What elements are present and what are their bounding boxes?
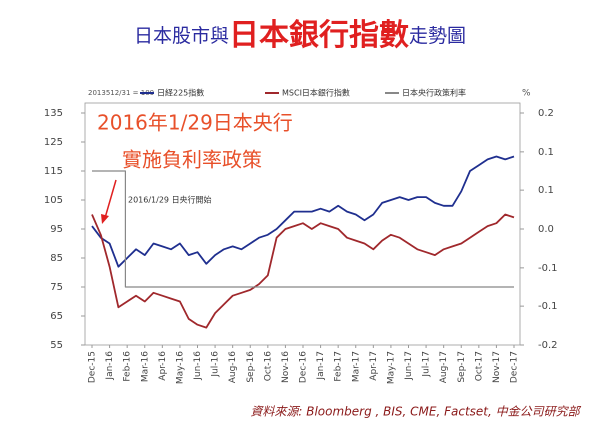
title-part: 日本股市與 [134, 25, 229, 47]
title-part: 走勢圖 [409, 25, 466, 47]
y2-tick-label: -0.2 [538, 340, 558, 351]
y-tick-label: 125 [44, 137, 63, 148]
y-tick-label: 85 [50, 253, 63, 264]
legend-label: 日経225指數 [157, 88, 204, 98]
series-line [91, 213, 515, 329]
x-tick-label: Aug-17 [439, 351, 449, 383]
y2-tick-label: 0.1 [538, 147, 554, 158]
x-tick-label: Dec-16 [299, 351, 309, 383]
y-tick-label: 55 [50, 340, 63, 351]
y2-tick-label: 0.0 [538, 224, 554, 235]
x-tick-label: Sep-17 [457, 351, 467, 383]
y-tick-label: 95 [50, 224, 63, 235]
title-part: 日本銀行指數 [229, 18, 409, 53]
y2-tick-label: -0.1 [538, 301, 558, 312]
series-line [91, 155, 515, 268]
plot: 135 125 115 105 95 85 75 65 55 0.2 0.1 0.1 0.0 -0.1 -0… [44, 88, 558, 385]
x-tick-label: Jul-16 [211, 351, 221, 378]
annotation-line: 實施負利率政策 [122, 148, 262, 172]
x-tick-label: Jan-17 [316, 351, 326, 381]
x-tick-label: Oct-16 [263, 351, 273, 382]
x-tick-label: Aug-16 [228, 351, 238, 384]
x-tick-label: Feb-16 [123, 351, 133, 382]
y-tick-label: 135 [44, 108, 63, 119]
y2-unit: % [522, 89, 531, 99]
legend-label: MSCI日本銀行指數 [282, 88, 350, 98]
x-tick-label: Jun-17 [404, 351, 414, 381]
y-tick-label: 65 [50, 311, 63, 322]
x-tick-label: Sep-16 [246, 351, 256, 383]
x-tick-label: Oct-17 [474, 351, 484, 381]
index-note: 2013512/31 = 100 [88, 89, 154, 97]
y2-tick-label: -0.1 [538, 263, 558, 274]
annotation-line: 2016年1/29日本央行 [97, 111, 293, 135]
series-line [92, 170, 514, 288]
arrow [104, 179, 117, 219]
source: 資料來源: Bloomberg , BIS, CME, Factset, 中金公… [250, 405, 581, 419]
x-tick-label: Feb-17 [334, 351, 344, 382]
annotation: 2016年1/29日本央行 實施負利率政策 [96, 109, 295, 173]
x-tick-label: Mar-16 [140, 351, 150, 382]
x-tick-label: Nov-17 [492, 351, 502, 383]
y-tick-label: 75 [50, 282, 63, 293]
x-tick-label: Jan-16 [105, 351, 115, 381]
y-tick-label: 115 [44, 166, 63, 177]
x-tick-label: Dec-17 [510, 351, 520, 383]
x-tick-label: Jun-16 [193, 351, 203, 381]
x-tick-label: Mar-17 [351, 351, 361, 382]
chart-title: 日本股市與日本銀行指數走勢圖 [134, 18, 466, 53]
x-tick-label: Apr-17 [369, 351, 379, 381]
y2-tick-label: 0.1 [538, 185, 554, 196]
small-annotation: 2016/1/29 日央行開始 [128, 195, 212, 205]
x-tick-label: Dec-15 [88, 351, 98, 383]
x-tick-label: May-16 [175, 351, 185, 384]
x-tick-label: Jul-17 [422, 351, 432, 378]
x-tick-label: Apr-16 [158, 351, 168, 381]
y2-tick-label: 0.2 [538, 108, 554, 119]
y-tick-label: 105 [44, 195, 63, 206]
x-tick-label: May-17 [386, 351, 396, 384]
legend-label: 日本央行政策利率 [402, 88, 466, 98]
arrow-head [101, 214, 109, 224]
x-tick-label: Nov-16 [281, 351, 291, 383]
